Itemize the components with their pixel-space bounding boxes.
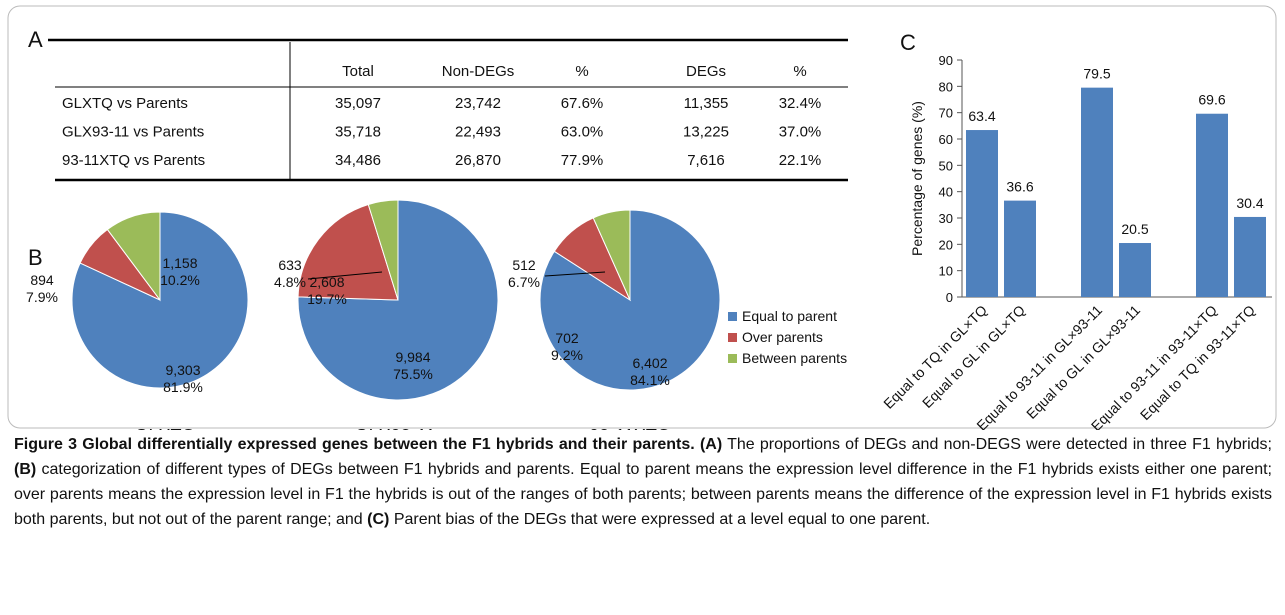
- row-label: 93-11XTQ vs Parents: [62, 152, 205, 169]
- y-tick-label: 0: [946, 290, 953, 305]
- bar: [1196, 113, 1228, 297]
- table-cell: 35,097: [335, 95, 381, 112]
- bar-label: 20.5: [1121, 221, 1148, 237]
- count-label: 9,303: [165, 362, 200, 378]
- table-cell: 13,225: [683, 124, 729, 141]
- row-label: GLXTQ vs Parents: [62, 95, 188, 112]
- panel-label: A: [28, 27, 43, 52]
- table-cell: 77.9%: [561, 152, 604, 169]
- count-label: 9,984: [395, 349, 430, 365]
- count-label: 633: [278, 257, 302, 273]
- count-label: 894: [30, 272, 54, 288]
- y-axis-label: Percentage of genes (%): [909, 101, 925, 256]
- bar: [1234, 216, 1266, 297]
- legend-label: Over parents: [742, 329, 823, 345]
- caption-text: categorization of different types of DEG…: [14, 461, 1272, 528]
- bar-label: 79.5: [1083, 66, 1110, 82]
- panel-label: C: [900, 30, 916, 55]
- table-cell: 22.1%: [779, 152, 822, 169]
- value-label: 4.8%: [274, 274, 306, 290]
- bar: [1119, 243, 1151, 297]
- value-label: 6.7%: [508, 274, 540, 290]
- figure-frame: [7, 5, 1277, 429]
- pie-slice: [297, 203, 399, 301]
- count-label: 1,158: [162, 255, 197, 271]
- value-label: 19.7%: [307, 291, 347, 307]
- bar-label: 36.6: [1006, 179, 1033, 195]
- figure: A B C Total Non-DEGs% DEGs % GLXTQ vs Parents 35…: [7, 5, 1277, 430]
- table-cell: 26,870: [455, 152, 501, 169]
- bar: [1004, 200, 1036, 297]
- caption: Figure 3 Global differentially expressed…: [14, 432, 1272, 532]
- table-cell: 35,718: [335, 124, 381, 141]
- table-cell: 7,616: [687, 152, 725, 169]
- table-header: %: [793, 63, 806, 80]
- y-tick-label: 60: [939, 132, 953, 147]
- table-header: DEGs: [686, 63, 726, 80]
- legend-label: Equal to parent: [742, 308, 837, 324]
- bar: [1081, 87, 1113, 298]
- caption-title: Figure 3 Global differentially expressed…: [14, 436, 695, 453]
- count-label: 6,402: [632, 355, 667, 371]
- legend-swatch: [728, 312, 737, 321]
- y-tick-label: 90: [939, 53, 953, 68]
- value-label: 10.2%: [160, 272, 200, 288]
- table-cell: 63.0%: [561, 124, 604, 141]
- pie-title: 93-11XTQ: [589, 426, 671, 430]
- table-header: %: [575, 63, 588, 80]
- panel-label: B: [28, 245, 43, 270]
- value-label: 81.9%: [163, 379, 203, 395]
- table-header: Non-DEGs: [442, 63, 515, 80]
- value-label: 84.1%: [630, 372, 670, 388]
- pie-slice: [367, 199, 399, 301]
- pie-slice: [106, 211, 161, 302]
- value-label: 9.2%: [551, 347, 583, 363]
- bar-label: 30.4: [1236, 195, 1263, 211]
- table-cell: 67.6%: [561, 95, 604, 112]
- table-cell: 32.4%: [779, 95, 822, 112]
- table-cell: 22,493: [455, 124, 501, 141]
- y-tick-label: 10: [939, 264, 953, 279]
- y-tick-label: 70: [939, 106, 953, 121]
- caption-label: (B): [14, 461, 37, 478]
- table-cell: 11,355: [684, 95, 729, 112]
- value-label: 7.9%: [26, 289, 58, 305]
- table-header: Total: [342, 63, 374, 80]
- count-label: 512: [512, 257, 536, 273]
- pie-slice: [592, 209, 631, 301]
- y-tick-label: 50: [939, 158, 953, 173]
- y-tick-label: 80: [939, 79, 953, 94]
- bar-label: 69.6: [1198, 92, 1225, 108]
- caption-label: (C): [367, 511, 390, 528]
- leader-line: [307, 271, 383, 280]
- count-label: 702: [555, 330, 579, 346]
- y-tick-label: 20: [939, 237, 953, 252]
- caption-text: Parent bias of the DEGs that were expres…: [393, 511, 931, 528]
- table-cell: 34,486: [335, 152, 381, 169]
- value-label: 75.5%: [393, 366, 433, 382]
- legend-swatch: [728, 333, 737, 342]
- bar-label: 63.4: [968, 108, 995, 124]
- row-label: GLX93-11 vs Parents: [62, 124, 204, 141]
- caption-text: The proportions of DEGs and non-DEGS wer…: [727, 436, 1273, 453]
- y-tick-label: 40: [939, 185, 953, 200]
- y-tick-label: 30: [939, 211, 953, 226]
- bar: [966, 130, 998, 297]
- legend-label: Between parents: [742, 350, 847, 366]
- pie-title: GLXTQ: [134, 426, 195, 430]
- pie-slice: [71, 211, 249, 389]
- pie-title: GLX93-11: [355, 426, 436, 430]
- table-cell: 37.0%: [779, 124, 822, 141]
- caption-label: (A): [699, 436, 723, 453]
- legend-swatch: [728, 354, 737, 363]
- leader-line: [544, 271, 606, 277]
- table-cell: 23,742: [455, 95, 501, 112]
